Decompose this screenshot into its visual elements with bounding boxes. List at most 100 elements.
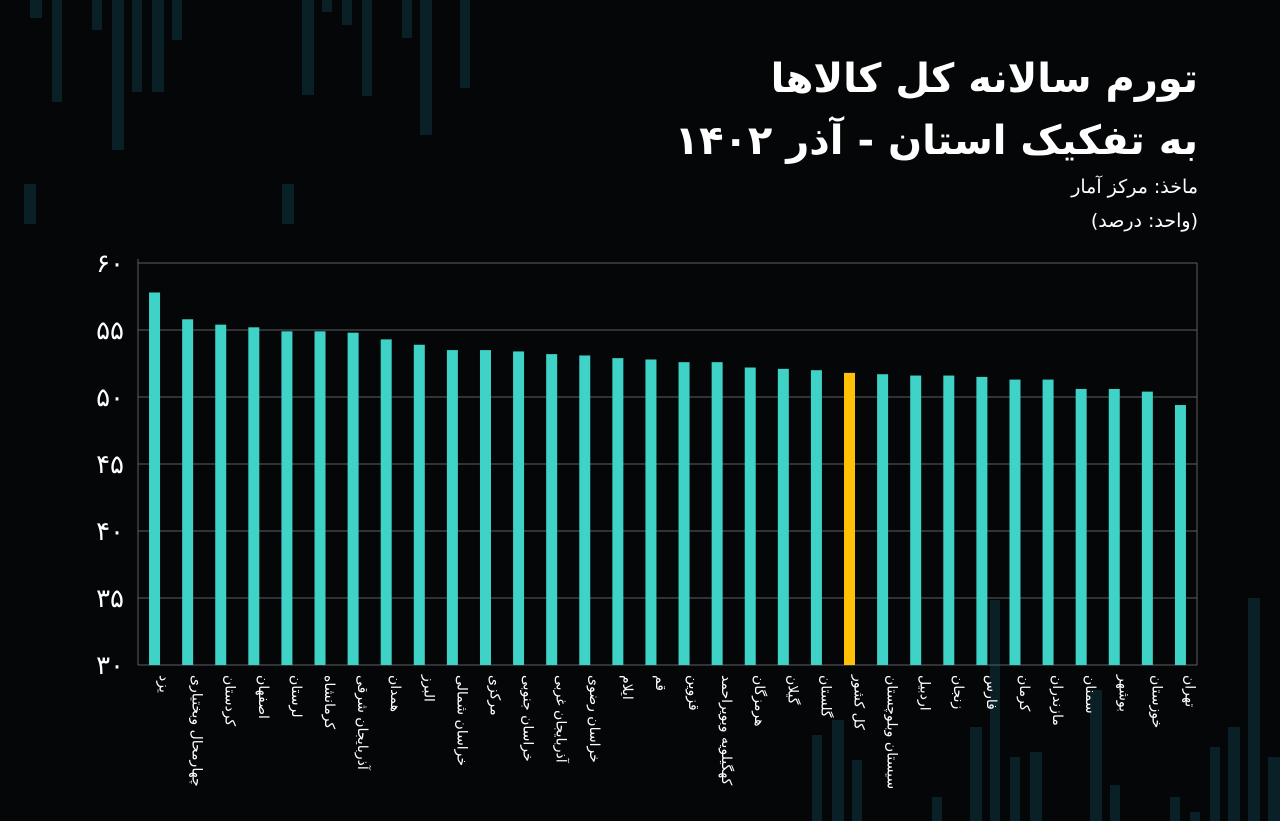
- decor-bar: [1110, 785, 1120, 821]
- x-tick-label: قزوین: [685, 675, 701, 711]
- x-tick-label: اصفهان: [255, 675, 271, 719]
- x-tick-label: خوزستان: [1148, 675, 1164, 728]
- x-tick-label: همدان: [387, 675, 403, 712]
- x-tick-label: خراسان شمالی: [453, 675, 469, 766]
- decor-bar: [970, 727, 982, 821]
- x-tick-label: سمنان: [1082, 675, 1098, 714]
- y-tick-label: ۵۵: [96, 316, 124, 346]
- bar: [744, 367, 756, 665]
- x-tick-label: ایلام: [619, 675, 635, 700]
- decor-bar: [460, 0, 470, 88]
- decor-bar: [1248, 598, 1260, 821]
- bar: [976, 376, 988, 665]
- decor-bar: [1010, 757, 1020, 821]
- x-tick-label: خراسان جنوبی: [520, 675, 536, 762]
- bar: [612, 358, 624, 665]
- x-tick-label: کردستان: [222, 675, 238, 726]
- y-tick-label: ۴۰: [96, 517, 124, 547]
- decor-bar: [832, 720, 844, 821]
- bar: [645, 359, 657, 665]
- decor-bar: [52, 0, 62, 102]
- x-tick-label: آذربایجان شرقی: [354, 675, 371, 771]
- decor-bar: [1190, 812, 1200, 821]
- x-tick-label: کل کشور: [851, 674, 867, 730]
- x-tick-label: گلستان: [817, 675, 834, 718]
- decor-bar: [812, 735, 822, 821]
- bar: [1042, 379, 1054, 665]
- decor-bar: [342, 0, 352, 25]
- bar: [248, 327, 260, 665]
- title-line-2: به تفکیک استان - آذر ۱۴۰۲: [674, 118, 1198, 164]
- bar: [215, 324, 227, 665]
- x-tick-label: یزد: [156, 675, 172, 693]
- bar: [678, 362, 690, 665]
- x-tick-label: زنجان: [950, 675, 966, 709]
- decor-bar: [282, 184, 294, 224]
- bar: [546, 354, 558, 665]
- decor-bar: [1030, 752, 1042, 821]
- x-tick-label: سیستان وبلوچستان: [884, 675, 900, 789]
- bar: [1009, 379, 1021, 665]
- bar: [513, 351, 525, 665]
- x-tick-label: گیلان: [784, 675, 801, 705]
- bar: [149, 292, 161, 665]
- bar: [479, 350, 491, 665]
- bar: [1108, 388, 1120, 665]
- decor-bar: [24, 184, 36, 224]
- decor-bar: [402, 0, 412, 38]
- source-note: ماخذ: مرکز آمار: [1071, 176, 1198, 198]
- x-tick-label: فارس: [983, 675, 999, 710]
- x-tick-label: آذربایجان غربی: [553, 675, 570, 764]
- x-tick-label: تهران: [1181, 675, 1197, 707]
- decor-bar: [990, 600, 1000, 821]
- chart-title: تورم سالانه کل کالاها به تفکیک استان - آ…: [675, 48, 1198, 172]
- bar: [943, 375, 955, 665]
- x-tick-label: خراسان رضوی: [586, 675, 602, 763]
- y-tick-label: ۴۵: [96, 450, 124, 480]
- x-tick-label: قم: [652, 675, 668, 691]
- y-tick-label: ۳۵: [96, 584, 124, 614]
- bar: [314, 331, 326, 665]
- bar: [877, 374, 889, 665]
- unit-note: (واحد: درصد): [1090, 210, 1198, 232]
- bar: [777, 368, 789, 665]
- title-line-1: تورم سالانه کل کالاها: [770, 56, 1198, 102]
- decor-bar: [152, 0, 164, 92]
- bar: [413, 344, 425, 665]
- bar: [1141, 391, 1153, 665]
- decor-bar: [852, 760, 862, 821]
- y-tick-label: ۳۰: [96, 651, 124, 681]
- x-tick-label: البرز: [420, 674, 436, 702]
- bar: [380, 339, 392, 665]
- bar: [579, 355, 591, 665]
- decor-bar: [302, 0, 314, 95]
- bar-highlight: [844, 372, 856, 665]
- decor-bar: [362, 0, 372, 96]
- decor-bar: [1170, 797, 1180, 821]
- x-tick-label: کرمانشاه: [321, 675, 337, 729]
- decor-bar: [1210, 747, 1220, 821]
- bar: [711, 362, 723, 665]
- decor-bar: [932, 797, 942, 821]
- decor-bar: [322, 0, 332, 12]
- x-tick-label: اردبیل: [917, 675, 933, 711]
- x-tick-label: هرمزگان: [751, 675, 768, 727]
- bar: [1075, 388, 1087, 665]
- x-tick-label: بوشهر: [1115, 674, 1131, 712]
- x-tick-label: چهارمحال وبختیاری: [189, 675, 205, 787]
- x-tick-label: مرکزی: [486, 675, 502, 716]
- decor-bar: [112, 0, 124, 150]
- decor-bar: [420, 0, 432, 135]
- x-tick-label: مازندران: [1049, 675, 1065, 726]
- bar: [810, 370, 822, 665]
- decor-bar: [1268, 757, 1280, 821]
- bar: [182, 319, 194, 665]
- decor-bar: [172, 0, 182, 40]
- x-tick-label: کهگیلویه وبویراحمد: [718, 675, 735, 786]
- y-tick-label: ۵۰: [96, 383, 124, 413]
- y-tick-label: ۶۰: [96, 249, 124, 279]
- bar: [910, 375, 922, 665]
- decor-bar: [92, 0, 102, 30]
